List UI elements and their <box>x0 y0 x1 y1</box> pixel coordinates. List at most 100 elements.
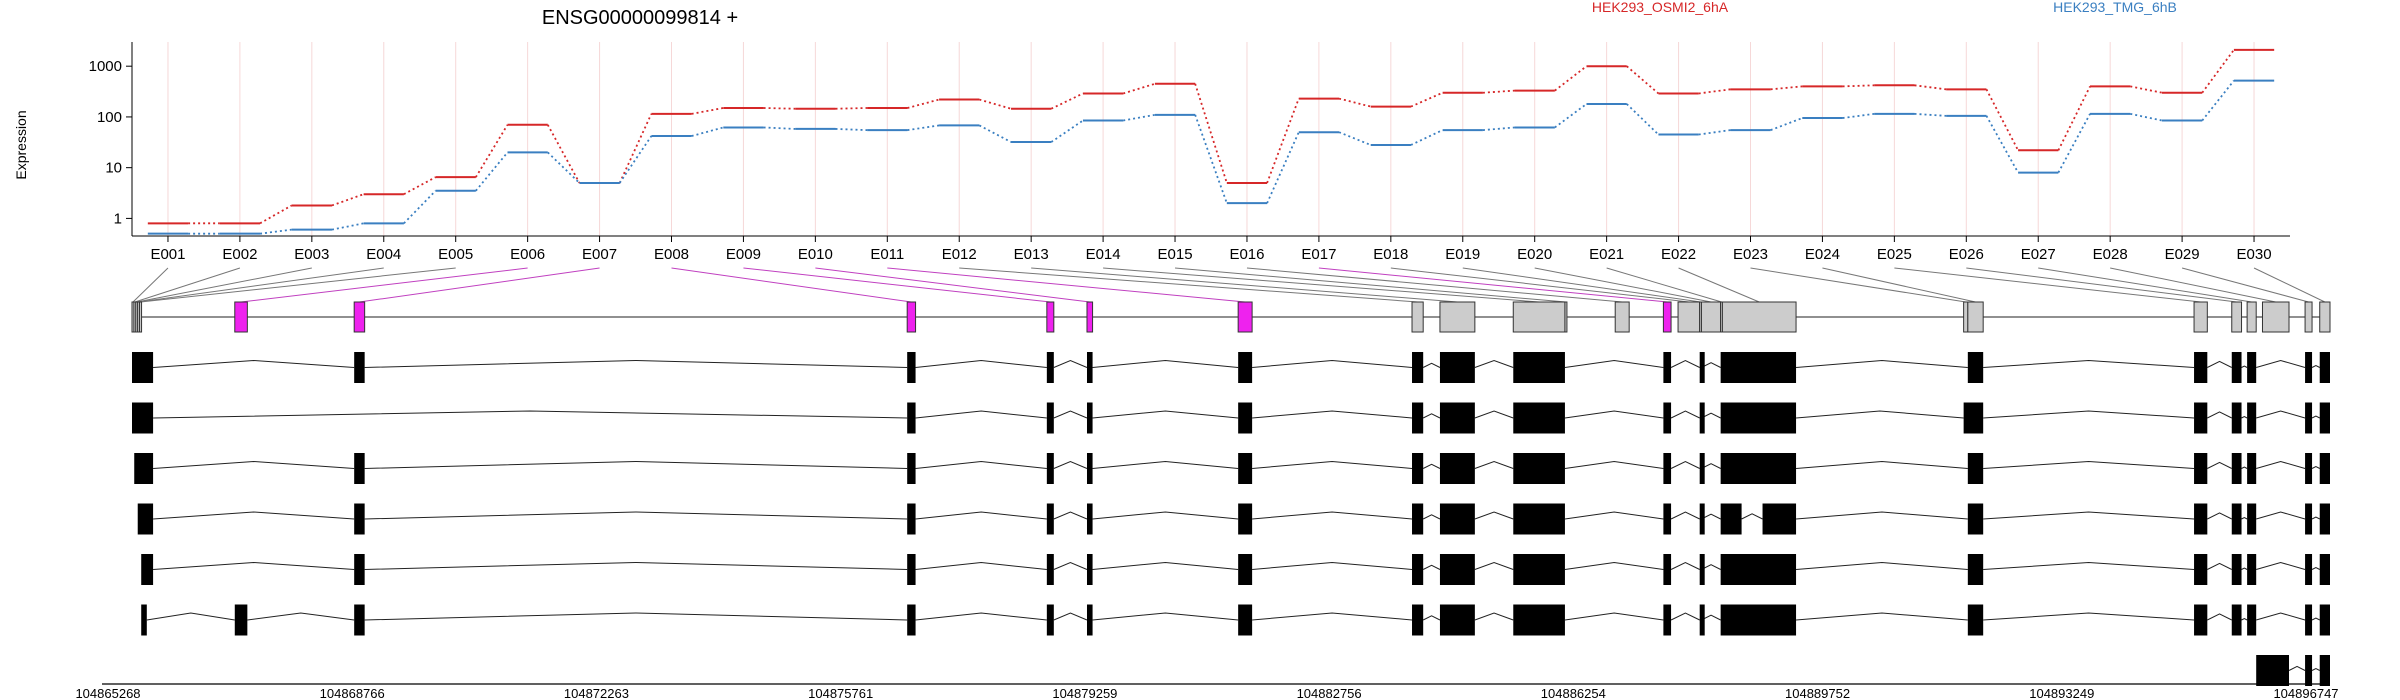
transcript-5-intron-6 <box>1252 561 1413 570</box>
expression-series <box>147 48 2275 235</box>
transcript-6-intron-7 <box>1252 612 1413 621</box>
transcript-5-intron-16 <box>2256 561 2306 570</box>
series-1-link-E005 <box>475 151 509 192</box>
gene-exon-E009 <box>1046 301 1055 333</box>
connector-E012 <box>959 267 1418 303</box>
y-tick-label-100: 100 <box>97 109 122 126</box>
transcript-4-exon-10 <box>1663 503 1672 535</box>
transcript-5-exon-1 <box>141 554 154 585</box>
series-0-link-E017 <box>1338 97 1371 108</box>
gene-exon-E010 <box>1086 301 1094 333</box>
transcript-6-intron-5 <box>1053 612 1088 621</box>
transcript-4-exon-8 <box>1439 503 1475 535</box>
transcript-2-exon-3 <box>1046 402 1054 434</box>
transcript-4-intron-18 <box>2311 516 2320 520</box>
transcript-6-exon-8 <box>1412 604 1424 636</box>
gene-exon-E012 <box>1411 301 1424 333</box>
connector-E021 <box>1606 267 1722 303</box>
y-axis: 1 10 100 1000 <box>89 42 133 236</box>
series-0-link-E002 <box>259 204 293 225</box>
x-tick-label-E012: E012 <box>942 246 977 263</box>
transcript-1-exon-9 <box>1513 352 1565 383</box>
series-0-link-E013 <box>1050 92 1084 110</box>
series-0-link-E029 <box>2201 49 2235 94</box>
transcript-5-intron-2 <box>364 561 908 570</box>
transcript-5-exon-16 <box>2247 554 2257 585</box>
transcript-2-exon-12 <box>1963 402 1984 434</box>
transcript-5-exon-10 <box>1663 554 1672 585</box>
series-0 <box>147 48 2275 225</box>
gene-exon-E025 <box>2193 301 2208 333</box>
transcript-2-intron-12 <box>1983 410 2195 419</box>
transcript-5-intron-17 <box>2311 567 2320 570</box>
transcript-2-exon-9 <box>1663 402 1672 434</box>
series-0-link-E027 <box>2057 85 2091 151</box>
transcript-2-intron-9 <box>1670 410 1700 419</box>
x-tick-label-E018: E018 <box>1373 246 1408 263</box>
series-1-link-E024 <box>1842 112 1875 119</box>
series-1-link-E008 <box>691 126 724 137</box>
grid-lines <box>167 42 2255 236</box>
x-tick-label-E025: E025 <box>1877 246 1912 263</box>
x-tick-label-E007: E007 <box>582 246 617 263</box>
transcript-1-exon-5 <box>1086 352 1093 383</box>
connector-E027 <box>2038 267 2252 303</box>
transcript-2-intron-1 <box>153 410 908 419</box>
series-1-link-E004 <box>403 190 437 224</box>
transcript-3-exon-1 <box>134 453 154 484</box>
transcript-4-intron-12 <box>1741 513 1763 520</box>
transcript-4-intron-3 <box>915 511 1047 520</box>
transcript-6-exon-6 <box>1086 604 1093 636</box>
transcript-6-intron-10 <box>1564 612 1664 621</box>
transcript-6-exon-12 <box>1699 604 1705 636</box>
y-axis-label: Expression <box>13 110 29 179</box>
transcript-1-intron-14 <box>2207 360 2232 368</box>
series-1-link-E009 <box>763 126 796 130</box>
transcript-6-exon-1 <box>141 604 147 636</box>
transcript-4-intron-8 <box>1474 511 1514 520</box>
series-1-link-E010 <box>835 128 868 132</box>
transcript-3-intron-1 <box>153 460 355 469</box>
connector-E030 <box>2253 267 2326 303</box>
transcript-3-exon-14 <box>2194 453 2208 484</box>
transcript-6-intron-1 <box>146 612 235 621</box>
transcript-6-exon-10 <box>1513 604 1565 636</box>
gene-exon-E008 <box>906 301 917 333</box>
x-tick-label-E004: E004 <box>366 246 401 263</box>
series-1-link-E019 <box>1482 126 1515 131</box>
transcript-1-intron-10 <box>1670 359 1700 368</box>
x-tick-label-E006: E006 <box>510 246 545 263</box>
connector-E005 <box>140 267 456 303</box>
series-0-link-E009 <box>763 107 796 110</box>
genomic-tick-label-104886254: 104886254 <box>1541 686 1606 700</box>
transcript-2-exon-8 <box>1513 402 1565 434</box>
transcript-5-intron-8 <box>1474 561 1514 570</box>
transcript-2-exon-16 <box>2305 402 2313 434</box>
transcript-2-intron-6 <box>1422 413 1441 419</box>
connector-E011 <box>887 267 1246 303</box>
genomic-tick-label-104879259: 104879259 <box>1052 686 1117 700</box>
transcript-5-exon-5 <box>1086 554 1093 585</box>
transcript-4-exon-14 <box>1967 503 1984 535</box>
genomic-tick-label-104896747: 104896747 <box>2273 686 2338 700</box>
series-1-link-E006 <box>547 151 581 184</box>
connector-E024 <box>1822 267 1976 303</box>
y-tick-label-1000: 1000 <box>89 58 122 75</box>
transcript-3-exon-9 <box>1513 453 1565 484</box>
transcript-2-intron-3 <box>1053 410 1088 419</box>
transcript-5-exon-18 <box>2319 554 2330 585</box>
transcript-4-intron-9 <box>1564 511 1664 520</box>
series-0-link-E012 <box>979 98 1012 110</box>
transcript-3-intron-2 <box>364 460 908 469</box>
transcript-1-intron-12 <box>1796 359 1968 368</box>
transcript-4-exon-12 <box>1720 503 1742 535</box>
transcript-1-intron-13 <box>1983 359 2195 368</box>
transcript-5-exon-4 <box>1046 554 1054 585</box>
transcript-2-intron-11 <box>1796 410 1964 419</box>
gene-exon-E006 <box>234 301 248 333</box>
series-0-link-E021 <box>1626 65 1660 95</box>
transcript-6-intron-17 <box>2256 612 2306 621</box>
x-tick-label-E002: E002 <box>222 246 257 263</box>
transcript-5 <box>141 554 2330 585</box>
